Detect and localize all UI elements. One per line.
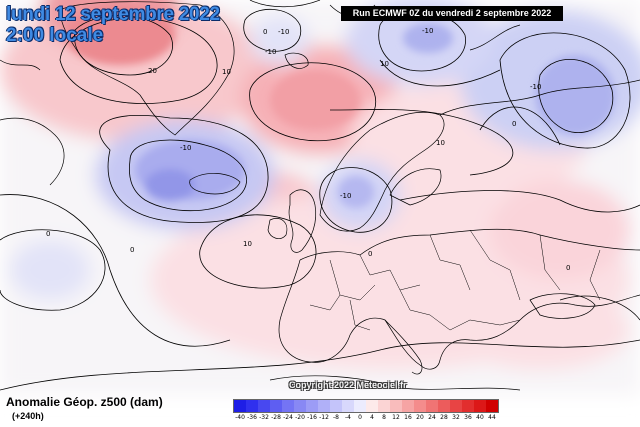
legend-tick-label: 8 bbox=[382, 414, 386, 421]
contour-label: -10 bbox=[530, 83, 541, 91]
legend-swatch bbox=[462, 400, 474, 412]
legend-ticks: -40 -36 -32 -28 -24 -20 -16 -12 -8 -4 0 4 8 12 16 20 24 2… bbox=[233, 414, 513, 424]
legend-tick-label: -8 bbox=[333, 414, 339, 421]
lead-time: (+240h) bbox=[12, 411, 44, 421]
legend-tick-label: -24 bbox=[283, 414, 293, 421]
contour-label: 20 bbox=[148, 67, 157, 75]
contour-label: 10 bbox=[243, 240, 252, 248]
copyright: Copyright 2022 Meteociel.fr bbox=[289, 380, 407, 390]
legend-tick-label: 20 bbox=[416, 414, 424, 421]
legend-swatch bbox=[294, 400, 306, 412]
legend-tick-label: 0 bbox=[358, 414, 362, 421]
contour-label: 0 bbox=[368, 250, 372, 258]
legend-tick-label: 16 bbox=[404, 414, 412, 421]
legend-swatch bbox=[318, 400, 330, 412]
legend-tick-label: -20 bbox=[295, 414, 305, 421]
legend-swatch bbox=[342, 400, 354, 412]
contour-label: 10 bbox=[436, 139, 445, 147]
contour-lines bbox=[0, 8, 640, 391]
contour-label: 0 bbox=[263, 28, 267, 36]
legend-tick-label: 40 bbox=[476, 414, 484, 421]
legend-tick-label: -12 bbox=[319, 414, 329, 421]
legend-tick-label: 32 bbox=[452, 414, 460, 421]
variable-label: Anomalie Géop. z500 (dam) bbox=[6, 395, 163, 409]
legend-swatch bbox=[390, 400, 402, 412]
legend-swatch bbox=[330, 400, 342, 412]
legend-tick-label: -4 bbox=[345, 414, 351, 421]
legend-swatch bbox=[438, 400, 450, 412]
legend-swatch bbox=[282, 400, 294, 412]
contour-labels: -10 20 10 -10 10 -10 -10 0 -10 0 -10 10 … bbox=[46, 27, 570, 272]
anomaly-cores bbox=[65, 5, 615, 208]
legend-tick-label: -16 bbox=[307, 414, 317, 421]
legend-swatch bbox=[258, 400, 270, 412]
contour-label: -10 bbox=[180, 144, 191, 152]
contour-label: 10 bbox=[380, 60, 389, 68]
legend-tick-label: 28 bbox=[440, 414, 448, 421]
legend-tick-label: 44 bbox=[488, 414, 496, 421]
legend-tick-label: -28 bbox=[271, 414, 281, 421]
legend-tick-label: -32 bbox=[259, 414, 269, 421]
contour-label: -10 bbox=[340, 192, 351, 200]
legend-swatch bbox=[486, 400, 498, 412]
legend-swatch bbox=[366, 400, 378, 412]
color-legend bbox=[233, 399, 499, 413]
legend-swatch bbox=[474, 400, 486, 412]
legend-swatch bbox=[426, 400, 438, 412]
legend-swatch bbox=[234, 400, 246, 412]
contour-label: -10 bbox=[422, 27, 433, 35]
legend-tick-label: -36 bbox=[247, 414, 257, 421]
legend-tick-label: 36 bbox=[464, 414, 472, 421]
legend-tick-label: -40 bbox=[235, 414, 245, 421]
contour-label: -10 bbox=[278, 28, 289, 36]
legend-swatch bbox=[402, 400, 414, 412]
legend-swatch bbox=[270, 400, 282, 412]
contour-label: 0 bbox=[130, 246, 134, 254]
legend-tick-label: 24 bbox=[428, 414, 436, 421]
legend-tick-label: 12 bbox=[392, 414, 400, 421]
legend-swatch bbox=[450, 400, 462, 412]
run-label: Run ECMWF 0Z du vendredi 2 septembre 202… bbox=[341, 6, 563, 21]
contour-label: -10 bbox=[265, 48, 276, 56]
coastlines bbox=[0, 0, 640, 391]
legend-swatch bbox=[354, 400, 366, 412]
legend-swatch bbox=[306, 400, 318, 412]
forecast-time: 2:00 locale bbox=[6, 25, 104, 46]
contour-label: 0 bbox=[46, 230, 50, 238]
forecast-date: lundi 12 septembre 2022 bbox=[6, 4, 220, 25]
legend-tick-label: 4 bbox=[370, 414, 374, 421]
legend-swatch bbox=[246, 400, 258, 412]
legend-swatch bbox=[378, 400, 390, 412]
contour-label: 0 bbox=[566, 264, 570, 272]
contour-label: 10 bbox=[222, 68, 231, 76]
borders bbox=[309, 229, 601, 331]
legend-swatch bbox=[414, 400, 426, 412]
contour-label: 0 bbox=[512, 120, 516, 128]
anomaly-shading bbox=[0, 0, 640, 395]
